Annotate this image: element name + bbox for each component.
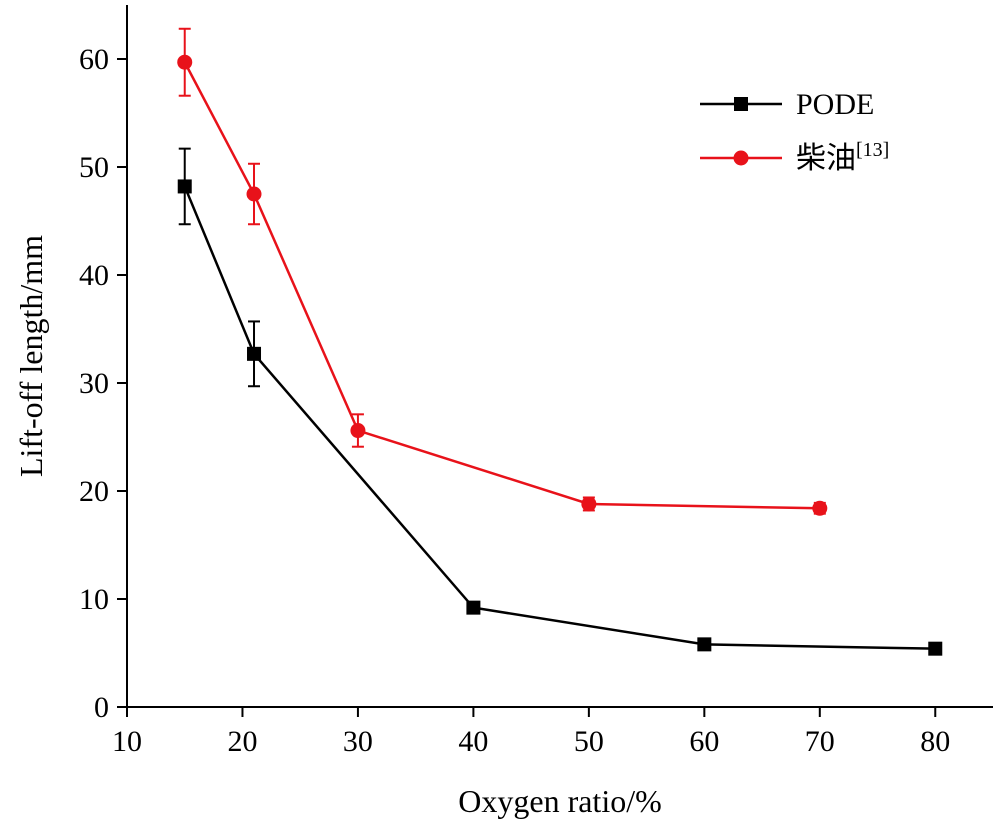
data-point — [246, 186, 262, 202]
data-point — [581, 496, 597, 512]
data-point — [177, 179, 192, 194]
y-tick-label: 10 — [79, 583, 109, 616]
y-tick-label: 0 — [94, 691, 109, 724]
data-point — [466, 600, 481, 615]
data-point — [247, 346, 262, 361]
y-tick-label: 40 — [79, 259, 109, 292]
legend: PODE 柴油[13] — [700, 88, 889, 175]
x-tick-label: 20 — [227, 725, 257, 758]
data-point — [928, 641, 943, 656]
series-line-pode — [183, 185, 936, 650]
series-diesel — [177, 27, 828, 516]
y-tick-label: 30 — [79, 367, 109, 400]
x-tick-label: 70 — [805, 725, 835, 758]
y-axis-title: Lift-off length/mm — [13, 235, 49, 477]
series-pode — [177, 147, 943, 656]
x-tick-label: 10 — [112, 725, 142, 758]
legend-marker — [733, 150, 749, 166]
series-layer — [177, 27, 943, 656]
series-line-diesel — [183, 61, 820, 510]
y-tick-label: 60 — [79, 43, 109, 76]
legend-label: 柴油[13] — [796, 139, 889, 175]
x-axis-title: Oxygen ratio/% — [458, 783, 662, 819]
x-tick-label: 30 — [343, 725, 373, 758]
x-tick-label: 50 — [574, 725, 604, 758]
y-tick-label: 50 — [79, 151, 109, 184]
data-point — [812, 500, 828, 516]
axes — [126, 5, 993, 708]
legend-label: PODE — [796, 88, 874, 121]
data-point — [177, 54, 193, 70]
data-point — [697, 637, 712, 652]
x-tick-label: 80 — [920, 725, 950, 758]
data-point — [350, 423, 366, 439]
legend-marker — [734, 97, 748, 111]
x-tick-label: 60 — [689, 725, 719, 758]
y-tick-label: 20 — [79, 475, 109, 508]
x-tick-label: 40 — [458, 725, 488, 758]
legend-superscript: [13] — [856, 139, 889, 161]
